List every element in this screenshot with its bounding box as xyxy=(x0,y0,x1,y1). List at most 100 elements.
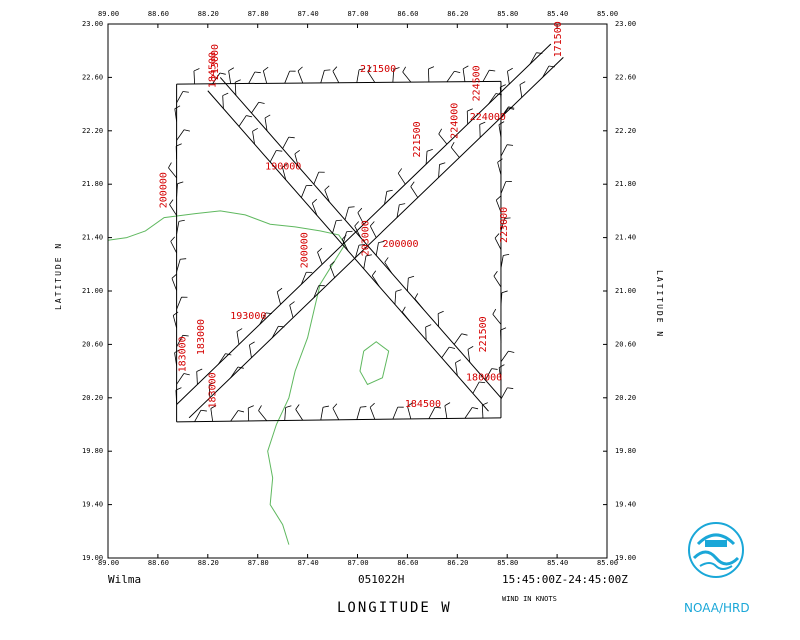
time-label: 183000 xyxy=(177,336,188,372)
x-tick-label: 87.80 xyxy=(248,559,269,567)
x-tick-label: 86.20 xyxy=(447,559,468,567)
time-label: 190000 xyxy=(265,162,301,173)
time-label: 211500 xyxy=(360,64,396,75)
time-range: 15:45:00Z-24:45:00Z xyxy=(502,573,628,586)
wind-barb xyxy=(238,115,253,127)
time-label: 183000 xyxy=(196,319,207,355)
wind-barb xyxy=(259,312,272,325)
y-tick-label: 21.40 xyxy=(615,234,636,242)
wind-barb xyxy=(394,289,402,305)
y-tick-label: 19.00 xyxy=(615,554,636,562)
wind-barb xyxy=(247,405,254,421)
y-tick-label: 23.00 xyxy=(82,20,103,28)
noaa-hrd-label: NOAA/HRD xyxy=(684,601,750,615)
x-tick-label: 86.60 xyxy=(397,10,418,18)
wind-barb xyxy=(217,353,232,365)
wind-barb xyxy=(354,221,361,238)
x-tick-label: 85.40 xyxy=(547,559,568,567)
wind-barb xyxy=(499,84,506,101)
y-tick-label: 21.40 xyxy=(82,234,103,242)
time-label: 184500 xyxy=(207,52,218,88)
wind-barb xyxy=(300,271,313,285)
x-tick-label: 87.40 xyxy=(298,10,319,18)
wind-barb xyxy=(441,346,456,358)
wind-barb xyxy=(264,114,271,131)
wind-barb xyxy=(297,66,304,84)
storm-name: Wilma xyxy=(108,573,141,586)
wind-barb xyxy=(498,364,505,381)
wind-barb xyxy=(284,70,296,84)
wind-barb xyxy=(236,328,243,345)
wind-barb xyxy=(175,143,182,160)
y-tick-label: 22.20 xyxy=(82,127,103,135)
wind-barb xyxy=(401,306,411,323)
wind-barb xyxy=(492,308,502,325)
wind-barb xyxy=(234,79,241,96)
time-label: 183000 xyxy=(207,372,218,408)
wind-barb xyxy=(193,68,200,84)
wind-barb xyxy=(208,381,215,398)
time-label: 223000 xyxy=(499,207,510,243)
y-tick-label: 22.60 xyxy=(82,73,103,81)
wind-barb xyxy=(384,257,393,274)
wind-barb xyxy=(176,334,189,347)
x-tick-label: 85.00 xyxy=(597,559,618,567)
wind-barb xyxy=(230,366,244,378)
wind-barb xyxy=(428,406,441,419)
y-tick-label: 22.20 xyxy=(615,127,636,135)
wind-barb xyxy=(176,219,185,235)
wind-barb xyxy=(317,247,323,265)
wind-barb xyxy=(210,405,217,422)
wind-barb xyxy=(300,185,313,198)
wind-barb xyxy=(464,407,479,419)
time-label: 221500 xyxy=(478,316,489,352)
wind-barb xyxy=(500,387,514,400)
wind-barb xyxy=(396,203,406,218)
wind-barb xyxy=(500,144,514,157)
y-tick-label: 19.80 xyxy=(82,447,103,455)
wind-barb xyxy=(176,296,188,310)
wind-barb xyxy=(466,108,473,125)
wind-barb xyxy=(169,199,177,216)
wind-barb xyxy=(344,206,355,220)
y-tick-label: 19.80 xyxy=(615,447,636,455)
wind-barb xyxy=(174,349,180,366)
time-label: 203000 xyxy=(361,220,372,256)
island-outline xyxy=(359,341,390,386)
wind-barb xyxy=(542,65,555,78)
wind-barb xyxy=(507,67,513,85)
wind-barb xyxy=(271,325,285,338)
wind-barb xyxy=(176,258,187,272)
wind-barb xyxy=(248,71,261,84)
wind-barb xyxy=(495,195,502,213)
time-label: 171500 xyxy=(553,21,564,57)
wind-barb xyxy=(252,127,258,145)
wind-barb xyxy=(438,128,448,145)
coastline xyxy=(107,210,346,545)
wind-barb xyxy=(414,293,424,310)
y-tick-label: 22.60 xyxy=(615,73,636,81)
wind-barb xyxy=(176,181,184,197)
wind-barb xyxy=(479,121,486,138)
wind-barb xyxy=(500,217,511,232)
x-tick-label: 88.20 xyxy=(198,559,219,567)
x-tick-label: 85.40 xyxy=(547,10,568,18)
wind-barb xyxy=(262,66,269,84)
wind-barb xyxy=(410,181,419,198)
wind-barb xyxy=(355,244,366,258)
wind-barb xyxy=(228,67,235,84)
wind-barb xyxy=(500,181,512,194)
wind-barb xyxy=(282,163,288,180)
wind-barb xyxy=(402,66,412,83)
wind-barb xyxy=(369,221,377,238)
y-tick-label: 21.00 xyxy=(82,287,103,295)
x-tick-label: 87.80 xyxy=(248,10,269,18)
wind-barb xyxy=(397,168,406,185)
wind-barb xyxy=(258,405,268,421)
x-axis-title: LONGITUDE W xyxy=(337,600,452,616)
x-tick-label: 89.00 xyxy=(98,10,119,18)
wind-barb xyxy=(332,219,343,234)
y-tick-label: 21.00 xyxy=(615,287,636,295)
x-tick-label: 88.20 xyxy=(198,10,219,18)
wind-barb xyxy=(467,346,474,363)
